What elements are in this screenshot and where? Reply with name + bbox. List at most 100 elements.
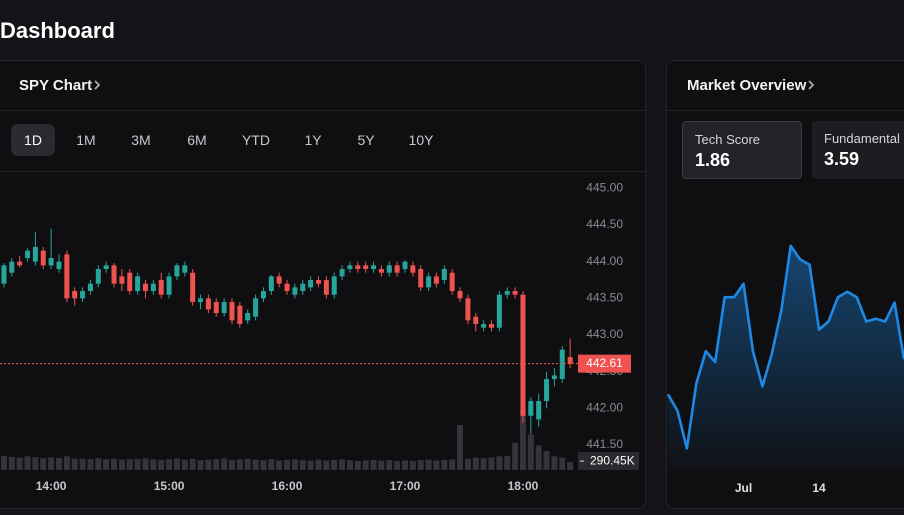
volume-bar	[433, 460, 440, 470]
range-tab[interactable]: 5Y	[357, 132, 375, 148]
y-tick-label: 444.00	[586, 254, 623, 268]
candle-body	[245, 313, 251, 321]
chevron	[94, 80, 101, 90]
volume-bar	[150, 459, 157, 470]
candle-body	[48, 258, 54, 266]
candle-body	[426, 276, 432, 288]
candle-body	[308, 280, 314, 288]
volume-bar	[401, 460, 408, 470]
volume-bar	[512, 442, 519, 470]
x-tick-label: 17:00	[390, 479, 421, 493]
score-value: 1.86	[695, 150, 731, 170]
candle-body	[253, 298, 259, 317]
candle-body	[315, 280, 321, 284]
volume-bar	[284, 459, 291, 470]
volume-bar	[535, 445, 542, 470]
volume-bar	[291, 459, 298, 470]
volume-bar	[519, 410, 526, 470]
range-tab[interactable]: 1Y	[304, 132, 322, 148]
candle-body	[465, 298, 471, 321]
range-tab[interactable]: 3M	[131, 132, 151, 148]
range-tab[interactable]: 1M	[76, 132, 96, 148]
score-card[interactable]: Tech Score 1.86	[682, 121, 802, 179]
volume-bar	[118, 459, 125, 470]
candle-body	[260, 291, 266, 299]
candle-body	[441, 269, 447, 281]
line-area	[668, 245, 904, 470]
volume-bar	[299, 460, 306, 470]
volume-bar	[228, 459, 235, 470]
volume-bar	[63, 456, 70, 470]
candle-body	[150, 283, 156, 292]
volume-bar	[71, 458, 78, 470]
candle-body	[363, 265, 369, 270]
volume-bar	[496, 456, 503, 470]
volume-bar	[441, 459, 448, 470]
volume-bar	[189, 458, 196, 470]
volume-bar	[378, 460, 385, 470]
candle-body	[103, 265, 109, 270]
candle-body	[268, 276, 274, 292]
y-tick-label: 441.50	[586, 437, 623, 451]
candle-body	[64, 254, 70, 299]
range-tab[interactable]: 6M	[187, 132, 207, 148]
divider	[667, 110, 904, 111]
volume-bar	[354, 461, 361, 470]
x-tick-label: 15:00	[154, 479, 185, 493]
volume-bar	[40, 458, 47, 470]
divider	[0, 171, 645, 172]
candle-body	[378, 269, 384, 273]
y-tick-label: 443.50	[586, 291, 623, 305]
volume-bar	[197, 460, 204, 470]
candle-body	[457, 291, 463, 299]
volume-bar	[252, 459, 259, 470]
volume-bar	[103, 459, 110, 470]
last-volume-label: 290.45K	[590, 453, 635, 467]
spy-chart	[0, 228, 578, 470]
range-tab[interactable]: YTD	[242, 132, 270, 148]
candle-body	[386, 265, 392, 273]
candle-body	[32, 247, 38, 262]
panel-title[interactable]: SPY Chart	[19, 77, 93, 94]
volume-bar	[24, 456, 31, 470]
candle-body	[410, 265, 416, 273]
last-price-label: 442.61	[586, 356, 623, 370]
candle-body	[237, 305, 243, 325]
candle-body	[528, 401, 534, 416]
volume-bar	[551, 456, 558, 470]
volume-bar	[409, 460, 416, 470]
volume-bar	[236, 459, 243, 470]
candle-body	[347, 265, 353, 270]
range-tab[interactable]: 10Y	[408, 132, 434, 148]
spy-panel: SPY Chart	[0, 60, 646, 509]
candle-body	[213, 302, 219, 314]
range-tab[interactable]: 1D	[11, 124, 55, 156]
panel-title[interactable]: Market Overview	[687, 77, 807, 94]
candle-body	[433, 276, 439, 284]
x-tick-label: Jul	[735, 481, 752, 495]
volume-bar	[173, 458, 180, 470]
volume-bar	[339, 459, 346, 470]
volume-bar	[315, 459, 322, 470]
volume-bar	[126, 459, 133, 470]
x-tick-label: 14	[812, 481, 826, 495]
volume-bar	[0, 455, 7, 470]
candle-body	[473, 316, 479, 325]
volume-bar	[134, 458, 141, 470]
volume-bar	[346, 460, 353, 470]
candle-body	[95, 269, 101, 284]
candle-body	[551, 375, 557, 380]
candle-body	[87, 283, 93, 292]
score-card[interactable]: Fundamental S 3.59	[812, 121, 904, 179]
candle-body	[142, 283, 148, 292]
volume-bar	[79, 458, 86, 470]
volume-bar	[480, 458, 487, 470]
volume-bar	[268, 459, 275, 470]
volume-bar	[244, 458, 251, 470]
volume-bar	[543, 450, 550, 470]
chevron	[808, 80, 815, 90]
volume-bar	[370, 459, 377, 470]
candle-body	[504, 291, 510, 295]
